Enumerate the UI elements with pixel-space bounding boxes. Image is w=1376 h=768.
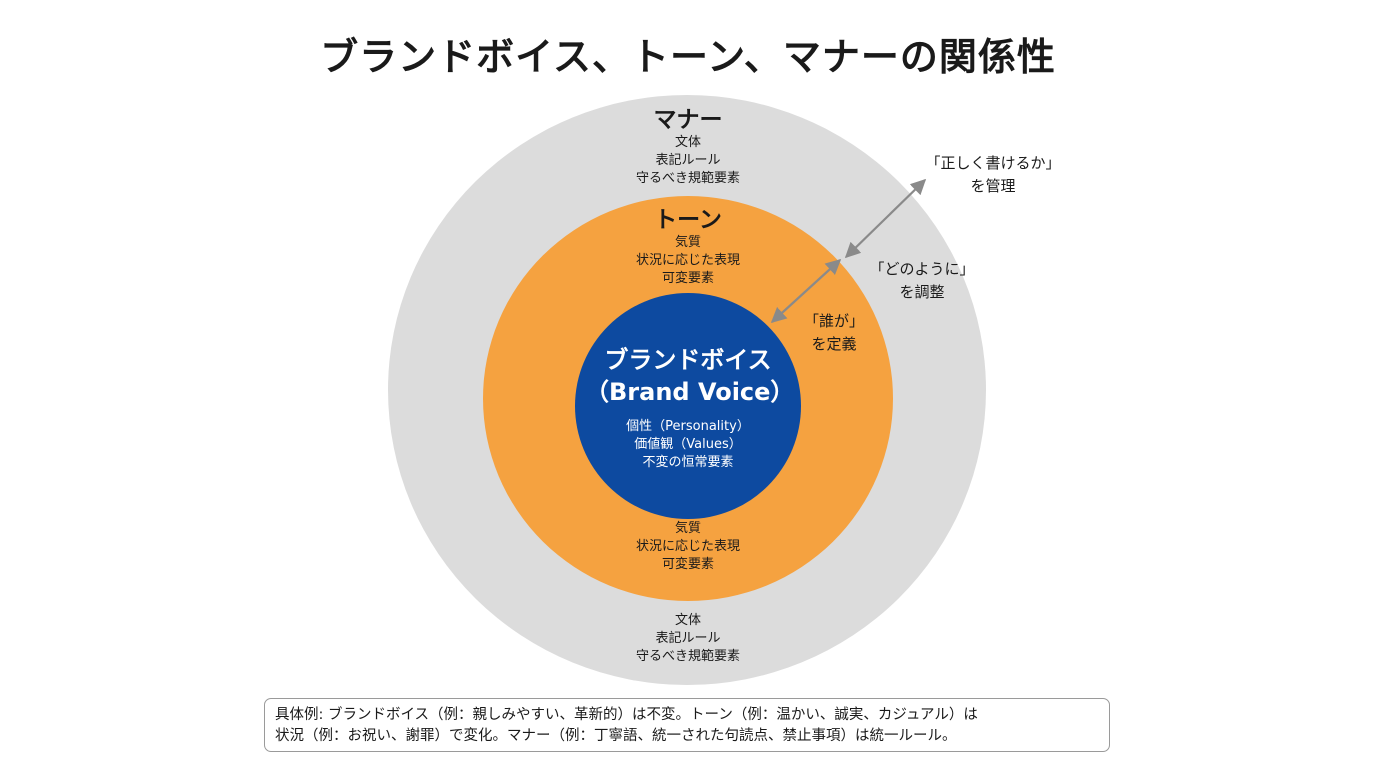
brand-voice-title-ja: ブランドボイス [604, 346, 772, 374]
tone-line-1: 気質 [674, 235, 701, 250]
tone-voice-arrow [770, 258, 842, 324]
manner-label-top: マナー 文体 表記ルール 守るべき規範要素 [588, 106, 788, 188]
example-note-line-1: 具体例: ブランドボイス（例：親しみやすい、革新的）は不変。トーン（例：温かい、… [275, 707, 978, 723]
voice-annotation: 「誰が」 を定義 [784, 310, 884, 356]
brand-voice-line-1: 個性（Personality） [626, 419, 750, 434]
example-note-box: 具体例: ブランドボイス（例：親しみやすい、革新的）は不変。トーン（例：温かい、… [264, 698, 1110, 752]
manner-tone-arrow [844, 178, 927, 259]
manner-bottom-line-2: 表記ルール [655, 631, 721, 646]
tone-annotation-line-2: を調整 [899, 283, 945, 301]
brand-voice-title-en: （Brand Voice） [585, 378, 795, 406]
voice-annotation-line-2: を定義 [811, 335, 857, 353]
diagram-title: ブランドボイス、トーン、マナーの関係性 [320, 35, 1056, 79]
brand-voice-line-3: 不変の恒常要素 [642, 455, 734, 470]
manner-line-1: 文体 [674, 135, 701, 150]
tone-annotation: 「どのように」 を調整 [852, 258, 992, 304]
manner-annotation-line-1: 「正しく書けるか」 [925, 154, 1061, 172]
example-note-line-2: 状況（例：お祝い、謝罪）で変化。マナー（例：丁寧語、統一された句読点、禁止事項）… [275, 728, 957, 744]
tone-line-3: 可変要素 [661, 271, 714, 286]
tone-bottom-line-1: 気質 [674, 521, 701, 536]
manner-line-2: 表記ルール [655, 153, 721, 168]
tone-bottom-line-3: 可変要素 [661, 557, 714, 572]
brand-voice-core [575, 293, 801, 519]
tone-label-bottom: 気質 状況に応じた表現 可変要素 [588, 520, 788, 574]
tone-annotation-line-1: 「どのように」 [869, 260, 975, 278]
brand-voice-line-2: 価値観（Values） [634, 437, 742, 452]
manner-line-3: 守るべき規範要素 [635, 171, 740, 186]
tone-bottom-line-2: 状況に応じた表現 [635, 539, 740, 554]
manner-label-bottom: 文体 表記ルール 守るべき規範要素 [588, 612, 788, 666]
tone-heading: トーン [654, 207, 722, 233]
tone-line-2: 状況に応じた表現 [635, 253, 740, 268]
manner-bottom-line-1: 文体 [674, 613, 701, 628]
manner-bottom-line-3: 守るべき規範要素 [635, 649, 740, 664]
tone-label-top: トーン 気質 状況に応じた表現 可変要素 [588, 206, 788, 288]
manner-annotation-line-2: を管理 [970, 177, 1016, 195]
voice-annotation-line-1: 「誰が」 [803, 312, 864, 330]
manner-annotation: 「正しく書けるか」 を管理 [898, 152, 1088, 198]
brand-voice-label: ブランドボイス （Brand Voice） 個性（Personality） 価値… [585, 344, 795, 472]
manner-heading: マナー [653, 107, 723, 133]
